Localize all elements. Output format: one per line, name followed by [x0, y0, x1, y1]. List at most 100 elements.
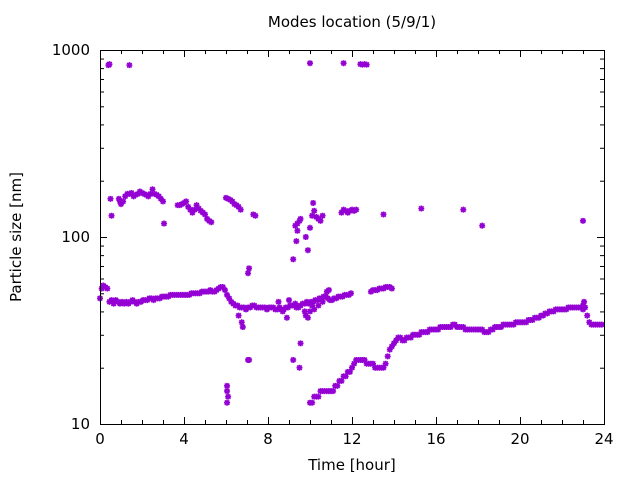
- data-point: [246, 356, 253, 363]
- data-point: [301, 308, 308, 315]
- data-point: [226, 295, 233, 302]
- data-point: [191, 206, 198, 213]
- data-point: [351, 360, 358, 367]
- data-point: [110, 300, 117, 307]
- data-point: [106, 61, 113, 68]
- data-point: [334, 382, 341, 389]
- data-point: [160, 198, 166, 205]
- x-tick-label: 8: [263, 430, 273, 448]
- data-point: [397, 334, 404, 341]
- data-point: [279, 308, 286, 315]
- data-point: [386, 346, 393, 353]
- data-point: [141, 190, 148, 197]
- data-point: [598, 321, 605, 328]
- data-point: [380, 364, 387, 371]
- data-point: [245, 270, 252, 277]
- data-point: [382, 360, 389, 367]
- data-point: [370, 360, 376, 367]
- data-point: [290, 256, 297, 263]
- data-point: [238, 319, 245, 326]
- data-point: [325, 287, 332, 294]
- data-point: [307, 60, 313, 67]
- data-point: [489, 326, 496, 333]
- data-point: [98, 285, 105, 292]
- x-tick-label: 24: [594, 430, 613, 448]
- data-point: [363, 61, 370, 68]
- data-point: [580, 306, 586, 313]
- data-point: [126, 62, 133, 69]
- data-point: [104, 285, 111, 292]
- data-point: [189, 209, 196, 216]
- data-point: [294, 227, 301, 234]
- data-point: [108, 297, 115, 304]
- y-tick-label: 1000: [52, 41, 90, 59]
- data-point: [479, 222, 486, 229]
- data-point: [229, 198, 236, 205]
- data-point: [286, 297, 292, 304]
- data-point: [275, 298, 282, 305]
- data-point: [297, 340, 304, 347]
- data-point: [297, 215, 304, 222]
- data-point: [307, 308, 313, 315]
- data-point: [224, 399, 231, 406]
- data-point: [460, 324, 467, 331]
- data-point: [338, 209, 345, 216]
- x-tick-label: 12: [342, 430, 361, 448]
- data-point: [330, 388, 337, 395]
- x-tick-label: 16: [426, 430, 445, 448]
- data-point: [161, 220, 168, 227]
- data-point: [304, 314, 311, 321]
- data-point: [424, 329, 431, 336]
- y-tick-label: 10: [71, 415, 90, 433]
- data-point: [460, 206, 467, 213]
- y-tick-label: 100: [61, 228, 90, 246]
- data-point: [309, 212, 316, 219]
- data-point: [221, 287, 228, 294]
- data-point: [361, 356, 368, 363]
- data-point: [193, 202, 200, 209]
- data-points: [97, 60, 605, 406]
- data-point: [435, 326, 442, 333]
- data-point: [580, 217, 586, 224]
- data-point: [149, 186, 156, 193]
- data-point: [319, 212, 326, 219]
- data-point: [283, 314, 290, 321]
- data-point: [388, 343, 395, 350]
- data-point: [208, 219, 215, 226]
- data-point: [185, 203, 192, 210]
- data-point: [451, 321, 458, 328]
- data-point: [246, 265, 253, 272]
- data-point: [309, 302, 316, 309]
- data-point: [338, 377, 345, 384]
- data-point: [157, 195, 164, 202]
- data-point: [235, 203, 242, 210]
- data-point: [155, 193, 162, 200]
- data-point: [447, 324, 454, 331]
- data-point: [107, 195, 114, 202]
- data-point: [293, 238, 300, 245]
- data-point: [393, 337, 400, 344]
- data-point: [418, 205, 425, 212]
- data-point: [118, 201, 124, 208]
- data-point: [309, 399, 316, 406]
- data-point: [315, 393, 322, 400]
- data-point: [252, 212, 259, 219]
- data-point: [290, 356, 297, 363]
- data-point: [122, 193, 129, 200]
- data-point: [407, 334, 414, 341]
- data-point: [584, 312, 591, 319]
- data-point: [384, 353, 391, 360]
- data-point: [319, 298, 326, 305]
- data-point: [151, 190, 158, 197]
- x-tick-label: 4: [179, 430, 189, 448]
- data-point: [132, 191, 139, 198]
- data-point: [347, 290, 354, 297]
- data-point: [224, 388, 231, 395]
- data-point: [353, 206, 360, 213]
- data-point: [139, 189, 145, 196]
- plot-frame: [100, 50, 605, 425]
- data-point: [581, 298, 588, 305]
- data-point: [224, 382, 231, 389]
- data-point: [349, 364, 355, 371]
